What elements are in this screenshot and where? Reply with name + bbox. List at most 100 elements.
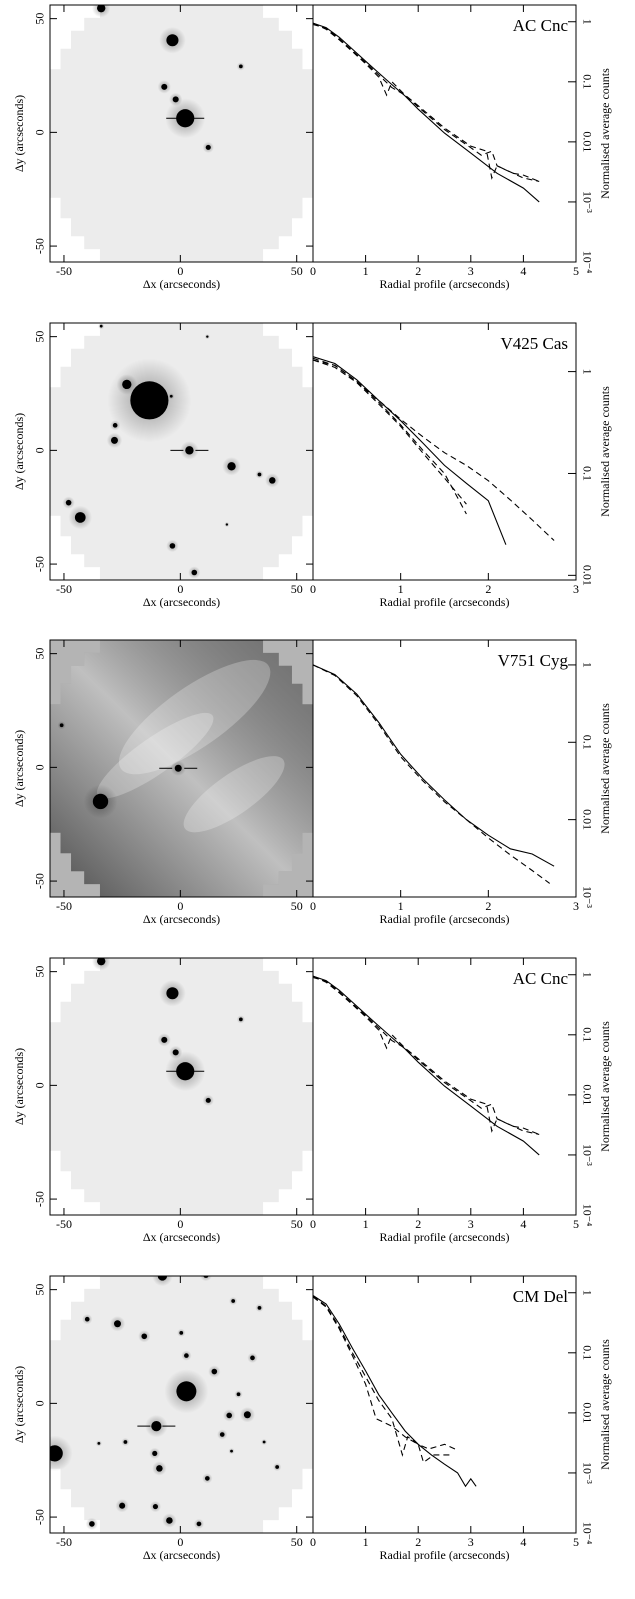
x-tick-label: -50 [56,264,72,278]
x-tick-label: 1 [363,1535,369,1549]
y-tick-label: 0 [33,447,47,453]
y-tick-label: -50 [33,1509,47,1525]
x-tick-label: 3 [468,1535,474,1549]
y-axis-label: Normalised average counts [598,1339,612,1470]
profile-line [312,975,540,1156]
star [152,1504,158,1510]
x-tick-label: 5 [573,1535,579,1549]
nebula-streak [118,659,271,775]
y-tick-label: 0.01 [580,1402,594,1423]
star [176,1062,195,1081]
star [243,1411,251,1419]
y-tick-label: 10⁻³ [580,1462,594,1484]
x-tick-label: 4 [520,1535,526,1549]
star [152,1450,158,1456]
star [225,523,229,526]
x-tick-label: 50 [291,582,303,596]
x-tick-label: 3 [573,899,579,913]
y-tick-label: -50 [33,873,47,889]
star [227,462,236,471]
star [123,1440,128,1444]
x-tick-label: 4 [520,264,526,278]
star [97,958,106,966]
profile-line [312,357,467,515]
star [185,446,194,455]
y-tick-label: 0.01 [580,1084,594,1105]
star [114,1320,121,1328]
nebula-streak [183,756,285,833]
star [211,1368,218,1375]
y-tick-label: 1 [580,1290,594,1296]
x-axis-label: Δx (arcseconds) [143,1230,220,1244]
profile-line [312,359,555,541]
star [205,144,211,150]
x-tick-label: 50 [291,899,303,913]
star [161,83,168,90]
x-axis-label: Δx (arcseconds) [143,595,220,609]
star [157,1276,168,1281]
profile-line [312,975,540,1135]
star [230,1449,233,1453]
x-tick-label: 3 [573,582,579,596]
frame [312,4,577,263]
star [205,1097,211,1103]
y-axis-label: Normalised average counts [598,68,612,199]
star [169,394,173,398]
y-tick-label: 0 [33,1082,47,1088]
image-layer [62,323,280,579]
x-axis-label: Δx (arcseconds) [143,277,220,291]
star [206,335,209,338]
panel-title: AC Cnc [513,16,569,35]
image-layer [50,1276,282,1531]
x-tick-label: -50 [56,1217,72,1231]
y-tick-label: 0.1 [580,735,594,750]
y-tick-label: 0 [33,129,47,135]
star [238,1017,243,1022]
star [50,1445,63,1462]
y-tick-label: 50 [33,1284,47,1296]
star [275,1465,280,1469]
y-tick-label: 0.01 [580,131,594,152]
star [166,987,179,1000]
profile-line [312,664,551,884]
star [257,1305,262,1310]
star [176,1381,197,1402]
profile-line [312,22,540,203]
x-axis-label: Radial profile (arcseconds) [380,912,510,926]
y-tick-label: 0.01 [580,809,594,830]
nebula-streak [96,712,214,799]
star [191,569,198,576]
y-axis-label: Δy (arcseconds) [12,1366,26,1443]
star [238,64,243,69]
x-tick-label: 0 [177,1217,183,1231]
y-tick-label: 1 [580,369,594,375]
x-tick-label: 2 [415,1217,421,1231]
star [226,1412,233,1419]
star [262,1440,266,1444]
star [92,793,109,810]
y-tick-label: 0 [33,764,47,770]
star [196,1521,202,1527]
star [97,1441,101,1445]
y-tick-label: 50 [33,648,47,660]
x-tick-label: 0 [177,582,183,596]
star [169,543,176,549]
y-tick-label: 0.1 [580,466,594,481]
star [130,381,169,420]
star [89,1521,95,1527]
x-tick-label: 3 [468,1217,474,1231]
y-tick-label: 1 [580,972,594,978]
x-tick-label: 5 [573,1217,579,1231]
star [172,1049,179,1056]
x-tick-label: 2 [415,264,421,278]
y-tick-label: 1 [580,662,594,668]
star [269,477,276,484]
star [250,1355,255,1361]
star [184,1353,189,1358]
profile-line [312,359,467,505]
x-tick-label: 0 [310,1535,316,1549]
x-tick-label: 3 [468,264,474,278]
x-tick-label: 4 [520,1217,526,1231]
